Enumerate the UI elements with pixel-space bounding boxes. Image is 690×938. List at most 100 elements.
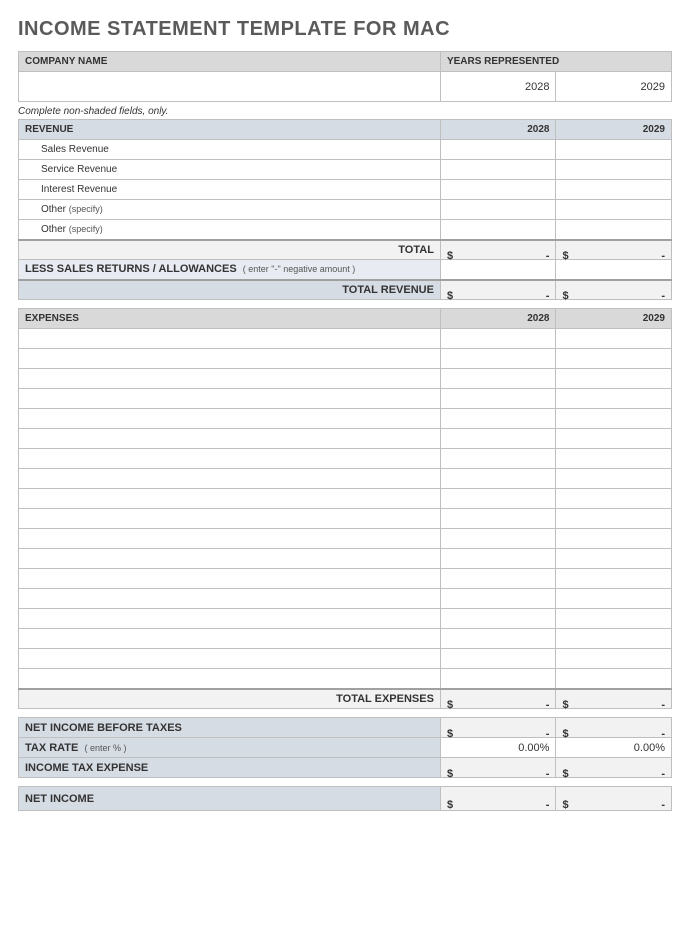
expense-row-y1[interactable] xyxy=(440,509,556,529)
revenue-row-label: Sales Revenue xyxy=(19,140,441,160)
expense-row-y2[interactable] xyxy=(556,629,672,649)
expense-row-label[interactable] xyxy=(19,329,441,349)
expense-row-y1[interactable] xyxy=(440,669,556,689)
expense-row-y2[interactable] xyxy=(556,609,672,629)
revenue-row-label: Other (specify) xyxy=(19,220,441,240)
expense-row-y2[interactable] xyxy=(556,409,672,429)
year2-cell[interactable]: 2029 xyxy=(556,72,672,102)
expense-row-label[interactable] xyxy=(19,389,441,409)
revenue-header: REVENUE xyxy=(19,120,441,140)
expense-row-label[interactable] xyxy=(19,349,441,369)
revenue-table: REVENUE 2028 2029 Sales RevenueService R… xyxy=(18,119,672,300)
revenue-row-y1[interactable] xyxy=(440,220,556,240)
revenue-row-y2[interactable] xyxy=(556,180,672,200)
less-returns-label: LESS SALES RETURNS / ALLOWANCES ( enter … xyxy=(19,260,441,280)
expense-row-label[interactable] xyxy=(19,409,441,429)
revenue-row-y2[interactable] xyxy=(556,220,672,240)
net-income-y2: $- xyxy=(556,787,672,811)
expense-row-y1[interactable] xyxy=(440,349,556,369)
revenue-total-y1: $- xyxy=(440,240,556,260)
expense-row-y2[interactable] xyxy=(556,449,672,469)
expense-row-y1[interactable] xyxy=(440,629,556,649)
expense-row-label[interactable] xyxy=(19,609,441,629)
revenue-row-label: Interest Revenue xyxy=(19,180,441,200)
expense-row-label[interactable] xyxy=(19,629,441,649)
expense-row-label[interactable] xyxy=(19,369,441,389)
expense-row-label[interactable] xyxy=(19,549,441,569)
revenue-row-y1[interactable] xyxy=(440,160,556,180)
expense-row-y1[interactable] xyxy=(440,609,556,629)
expense-row-label[interactable] xyxy=(19,469,441,489)
revenue-row-label: Other (specify) xyxy=(19,200,441,220)
expense-row-y2[interactable] xyxy=(556,469,672,489)
revenue-total-label: TOTAL xyxy=(19,240,441,260)
revenue-row-y1[interactable] xyxy=(440,200,556,220)
total-revenue-y2: $- xyxy=(556,280,672,300)
expense-row-y2[interactable] xyxy=(556,529,672,549)
expense-row-y1[interactable] xyxy=(440,529,556,549)
expense-row-y2[interactable] xyxy=(556,329,672,349)
expense-row-label[interactable] xyxy=(19,589,441,609)
summary-table: NET INCOME BEFORE TAXES $- $- TAX RATE (… xyxy=(18,717,672,778)
expense-row-y2[interactable] xyxy=(556,669,672,689)
expense-row-y1[interactable] xyxy=(440,429,556,449)
nibt-y2: $- xyxy=(556,718,672,738)
expense-row-label[interactable] xyxy=(19,569,441,589)
expense-row-label[interactable] xyxy=(19,449,441,469)
expense-row-y1[interactable] xyxy=(440,409,556,429)
expense-row-y1[interactable] xyxy=(440,549,556,569)
expense-row-y2[interactable] xyxy=(556,569,672,589)
expense-row-y1[interactable] xyxy=(440,649,556,669)
expense-row-y1[interactable] xyxy=(440,469,556,489)
taxrate-y1[interactable]: 0.00% xyxy=(440,738,556,758)
company-header-table: COMPANY NAME YEARS REPRESENTED 2028 2029 xyxy=(18,51,672,102)
expense-row-y1[interactable] xyxy=(440,489,556,509)
expense-row-y2[interactable] xyxy=(556,489,672,509)
expense-row-y1[interactable] xyxy=(440,389,556,409)
revenue-row-y1[interactable] xyxy=(440,140,556,160)
instruction-note: Complete non-shaded fields, only. xyxy=(18,106,672,117)
expenses-table: EXPENSES 2028 2029 TOTAL EXPENSES $- $- xyxy=(18,308,672,709)
expenses-header: EXPENSES xyxy=(19,309,441,329)
expense-row-label[interactable] xyxy=(19,429,441,449)
expense-row-y2[interactable] xyxy=(556,349,672,369)
net-income-table: NET INCOME $- $- xyxy=(18,786,672,811)
revenue-year2: 2029 xyxy=(556,120,672,140)
expense-row-y2[interactable] xyxy=(556,549,672,569)
revenue-row-y1[interactable] xyxy=(440,180,556,200)
expense-row-y1[interactable] xyxy=(440,569,556,589)
less-returns-y1[interactable] xyxy=(440,260,556,280)
revenue-row-y2[interactable] xyxy=(556,140,672,160)
expense-row-y2[interactable] xyxy=(556,509,672,529)
total-expenses-y2: $- xyxy=(556,689,672,709)
expenses-year1: 2028 xyxy=(440,309,556,329)
expense-row-label[interactable] xyxy=(19,649,441,669)
expense-row-y1[interactable] xyxy=(440,589,556,609)
expense-row-label[interactable] xyxy=(19,529,441,549)
revenue-row-y2[interactable] xyxy=(556,160,672,180)
expense-row-y1[interactable] xyxy=(440,329,556,349)
less-returns-y2[interactable] xyxy=(556,260,672,280)
expense-row-y2[interactable] xyxy=(556,369,672,389)
revenue-row-label: Service Revenue xyxy=(19,160,441,180)
years-represented-header: YEARS REPRESENTED xyxy=(440,52,671,72)
taxrate-y2[interactable]: 0.00% xyxy=(556,738,672,758)
expense-row-y2[interactable] xyxy=(556,389,672,409)
revenue-row-y2[interactable] xyxy=(556,200,672,220)
expense-row-label[interactable] xyxy=(19,509,441,529)
total-expenses-y1: $- xyxy=(440,689,556,709)
ite-label: INCOME TAX EXPENSE xyxy=(19,758,441,778)
expense-row-y1[interactable] xyxy=(440,369,556,389)
year1-cell[interactable]: 2028 xyxy=(440,72,556,102)
taxrate-label: TAX RATE ( enter % ) xyxy=(19,738,441,758)
expense-row-label[interactable] xyxy=(19,489,441,509)
expense-row-y2[interactable] xyxy=(556,429,672,449)
revenue-total-y2: $- xyxy=(556,240,672,260)
total-revenue-label: TOTAL REVENUE xyxy=(19,280,441,300)
total-revenue-y1: $- xyxy=(440,280,556,300)
expense-row-y1[interactable] xyxy=(440,449,556,469)
company-name-input[interactable] xyxy=(19,72,441,102)
expense-row-y2[interactable] xyxy=(556,589,672,609)
expense-row-y2[interactable] xyxy=(556,649,672,669)
expense-row-label[interactable] xyxy=(19,669,441,689)
